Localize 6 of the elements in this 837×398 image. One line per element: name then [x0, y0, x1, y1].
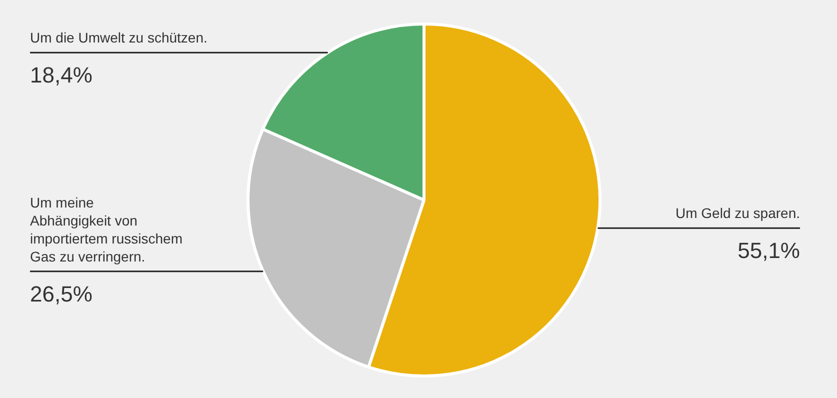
data-label: 26,5%: [30, 281, 92, 306]
slice-label: Um die Umwelt zu schützen.: [30, 30, 208, 46]
data-label: 55,1%: [738, 238, 800, 264]
data-label: 18,4%: [30, 62, 92, 88]
slice-label: Um Geld zu sparen.: [676, 205, 800, 222]
slice-label: Um meine Abhängigkeit von importiertem russischem Gas zu verringern.: [30, 194, 182, 264]
